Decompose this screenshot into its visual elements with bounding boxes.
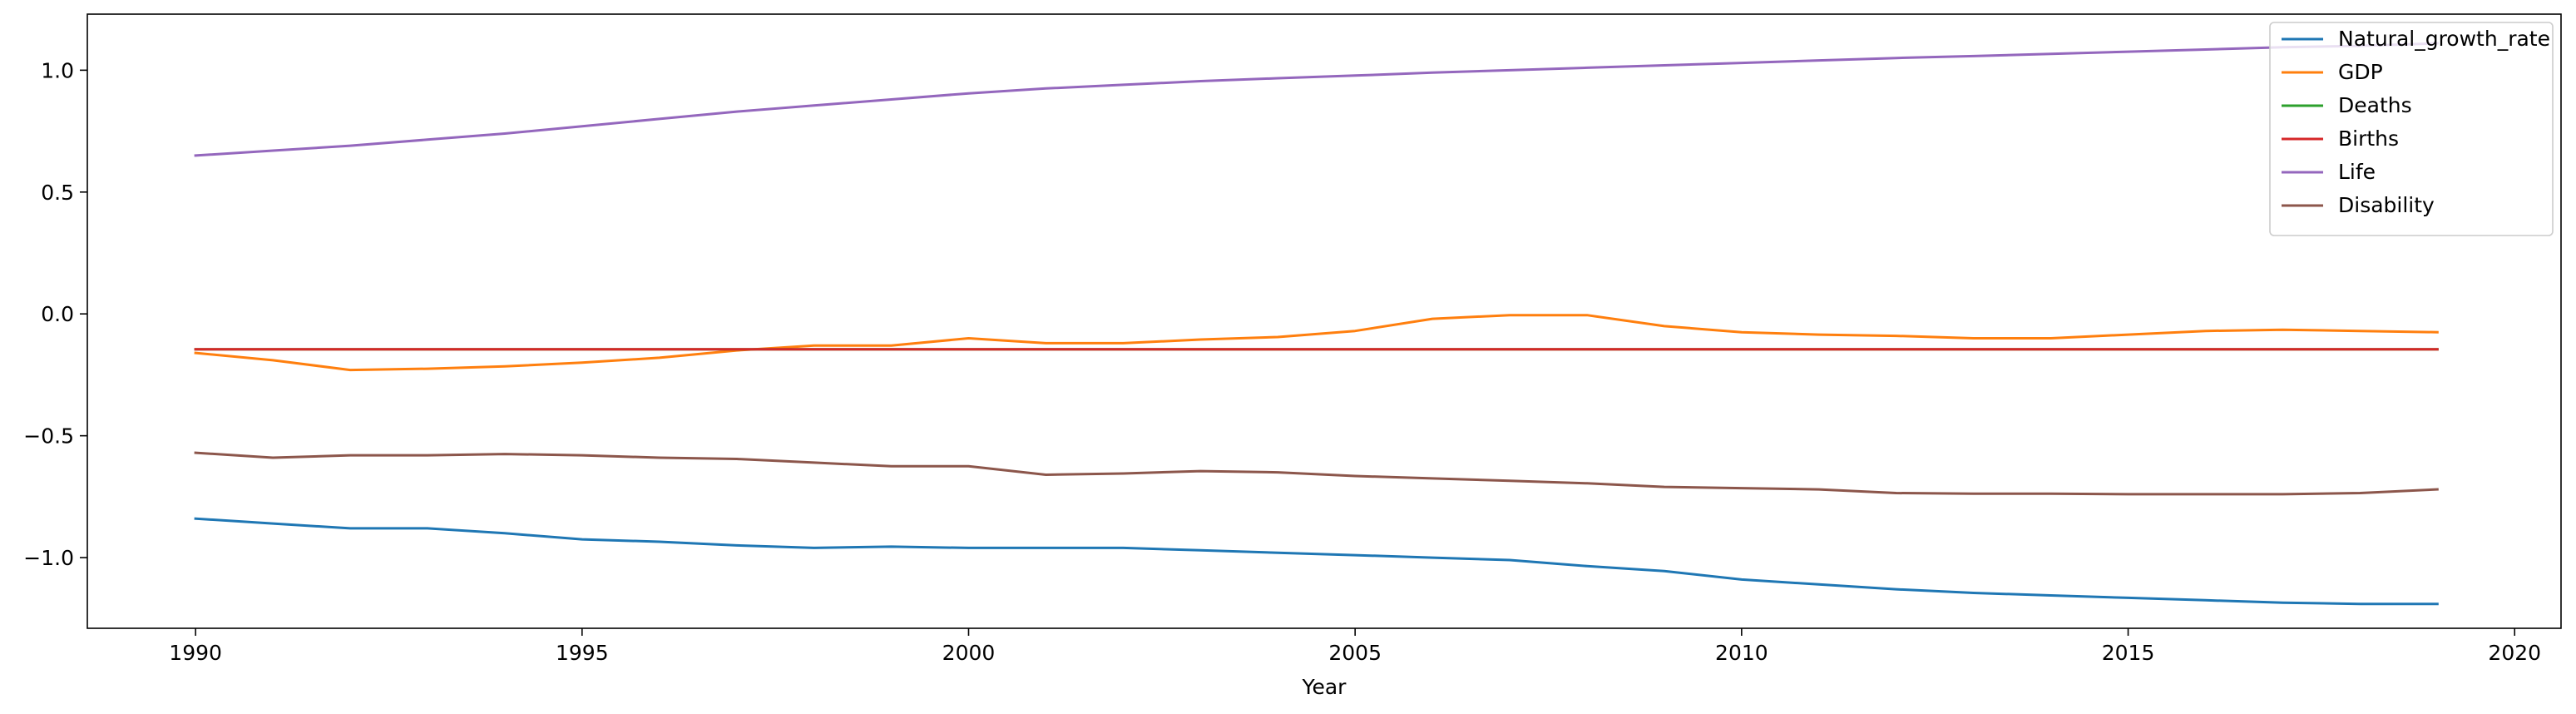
series-lines (194, 42, 2439, 606)
x-tick-label: 1995 (556, 641, 609, 665)
series-line-natural-growth-rate (194, 517, 2439, 606)
legend-label: Deaths (2338, 93, 2412, 117)
legend-label: Births (2338, 126, 2399, 151)
x-tick-label: 2000 (942, 641, 996, 665)
series-line-gdp (194, 314, 2439, 372)
x-tick-label: 2015 (2102, 641, 2155, 665)
plot-frame (87, 13, 2562, 629)
y-tick-label: 0.5 (41, 181, 74, 205)
x-tick-label: 2020 (2488, 641, 2541, 665)
legend-label: Disability (2338, 193, 2435, 217)
series-line-life (194, 42, 2439, 157)
x-tick-label: 2005 (1328, 641, 1382, 665)
x-tick-label: 2010 (1715, 641, 1768, 665)
legend-label: Life (2338, 160, 2376, 184)
legend-label: GDP (2338, 60, 2383, 84)
x-axis: 1990 1995 2000 2005 2010 2015 2020 (169, 628, 2541, 665)
y-tick-label: −0.5 (23, 424, 74, 449)
series-line-disability (194, 451, 2439, 496)
legend-label: Natural_growth_rate (2338, 27, 2550, 51)
y-tick-label: −1.0 (23, 546, 74, 570)
y-axis: −1.0 −0.5 0.0 0.5 1.0 (23, 58, 87, 570)
y-tick-label: 1.0 (41, 58, 74, 82)
x-tick-label: 1990 (169, 641, 222, 665)
x-axis-label: Year (1302, 675, 1347, 699)
legend: Natural_growth_rate GDP Deaths Births Life Di… (2269, 22, 2554, 236)
y-tick-label: 0.0 (41, 302, 74, 326)
legend-box (2269, 22, 2554, 236)
